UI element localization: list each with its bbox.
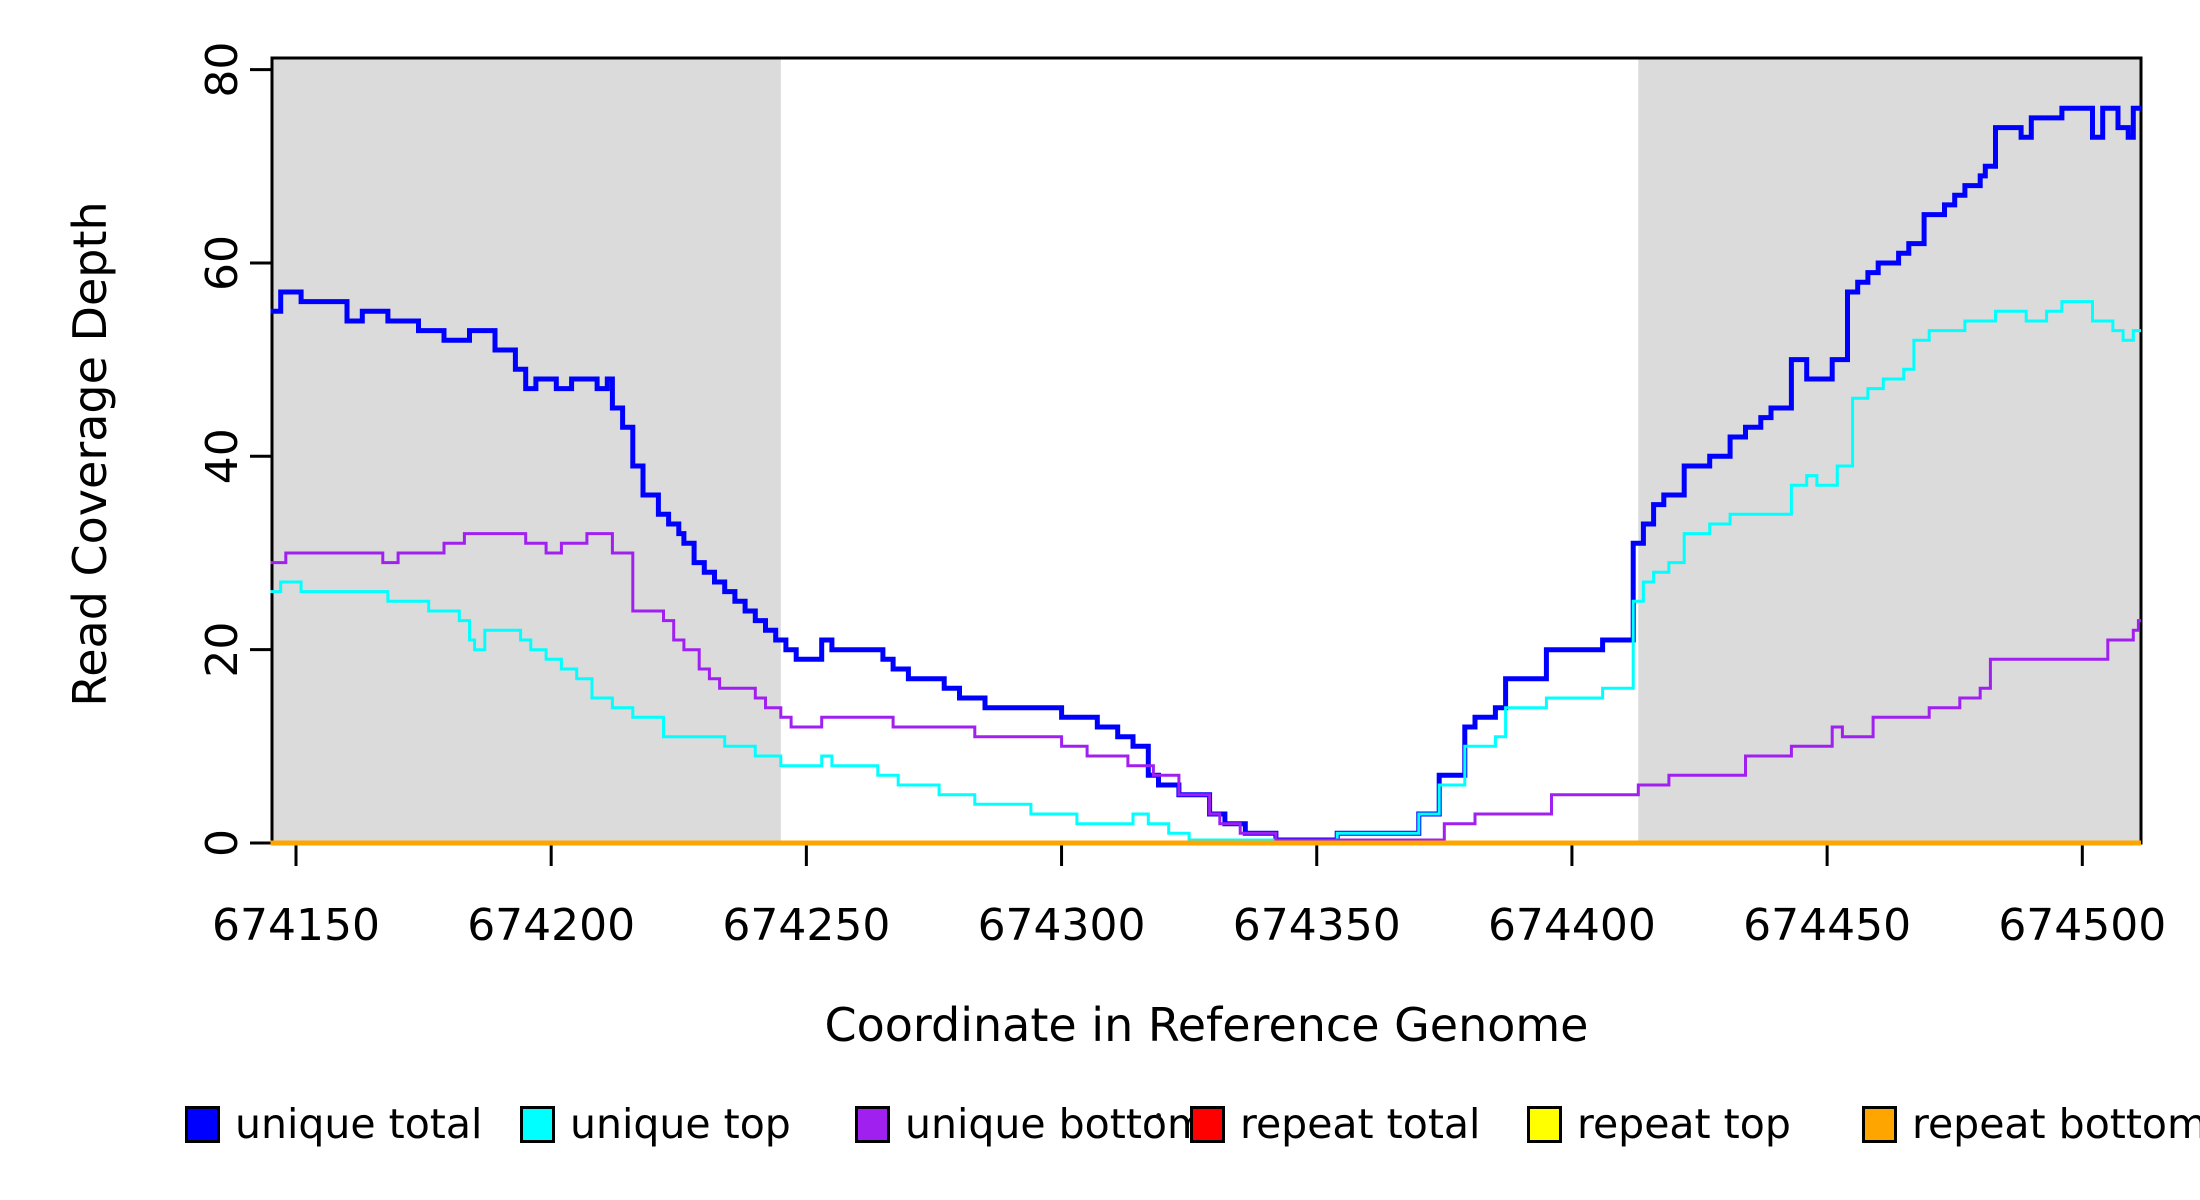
shaded-region-0 xyxy=(272,58,781,843)
legend-item-repeat-top: repeat top xyxy=(1527,1100,1791,1148)
series-unique-top xyxy=(270,300,2141,842)
legend-label: repeat total xyxy=(1240,1100,1481,1148)
legend-item-repeat-bottom: repeat bottom xyxy=(1862,1100,2200,1148)
y-tick-label: 80 xyxy=(197,42,248,98)
unique-bottom-swatch-icon xyxy=(855,1105,890,1143)
legend-label: unique total xyxy=(235,1100,483,1148)
x-tick-label: 674200 xyxy=(467,900,635,951)
x-tick-label: 674450 xyxy=(1743,900,1911,951)
y-tick-label: 40 xyxy=(197,428,248,484)
y-tick-label: 60 xyxy=(197,235,248,291)
coverage-plot: 674150 674200 674250 674300 674350 674400 6744… xyxy=(197,42,2166,951)
legend-item-unique-total: unique total xyxy=(185,1100,482,1148)
legend-label: repeat bottom xyxy=(1912,1100,2200,1148)
legend-item-repeat-total: repeat total xyxy=(1190,1100,1480,1148)
legend-label: unique top xyxy=(570,1100,791,1148)
series-unique-total xyxy=(270,105,2141,843)
repeat-total-swatch-icon xyxy=(1190,1105,1225,1143)
shaded-region-1 xyxy=(1638,58,2141,843)
stray-mark xyxy=(1156,1113,1161,1119)
y-tick-label: 0 xyxy=(197,829,248,857)
x-tick-label: 674250 xyxy=(722,900,890,951)
repeat-top-swatch-icon xyxy=(1527,1105,1562,1143)
legend-item-unique-top: unique top xyxy=(520,1100,791,1148)
x-tick-label: 674150 xyxy=(212,900,380,951)
legend-label: unique bottom xyxy=(905,1100,1207,1148)
x-tick-label: 674350 xyxy=(1233,900,1401,951)
repeat-bottom-swatch-icon xyxy=(1862,1105,1897,1143)
legend: unique total unique top unique bottom re… xyxy=(0,1100,2200,1160)
unique-top-swatch-icon xyxy=(520,1105,555,1143)
x-tick-label: 674500 xyxy=(1998,900,2166,951)
legend-label: repeat top xyxy=(1577,1100,1791,1148)
x-axis-title: Coordinate in Reference Genome xyxy=(824,998,1589,1052)
unique-total-swatch-icon xyxy=(185,1105,220,1143)
y-axis-title: Read Coverage Depth xyxy=(63,201,117,707)
series-unique-bottom xyxy=(270,532,2141,842)
x-tick-label: 674300 xyxy=(978,900,1146,951)
y-tick-label: 20 xyxy=(197,622,248,678)
legend-item-unique-bottom: unique bottom xyxy=(855,1100,1207,1148)
x-tick-label: 674400 xyxy=(1488,900,1656,951)
